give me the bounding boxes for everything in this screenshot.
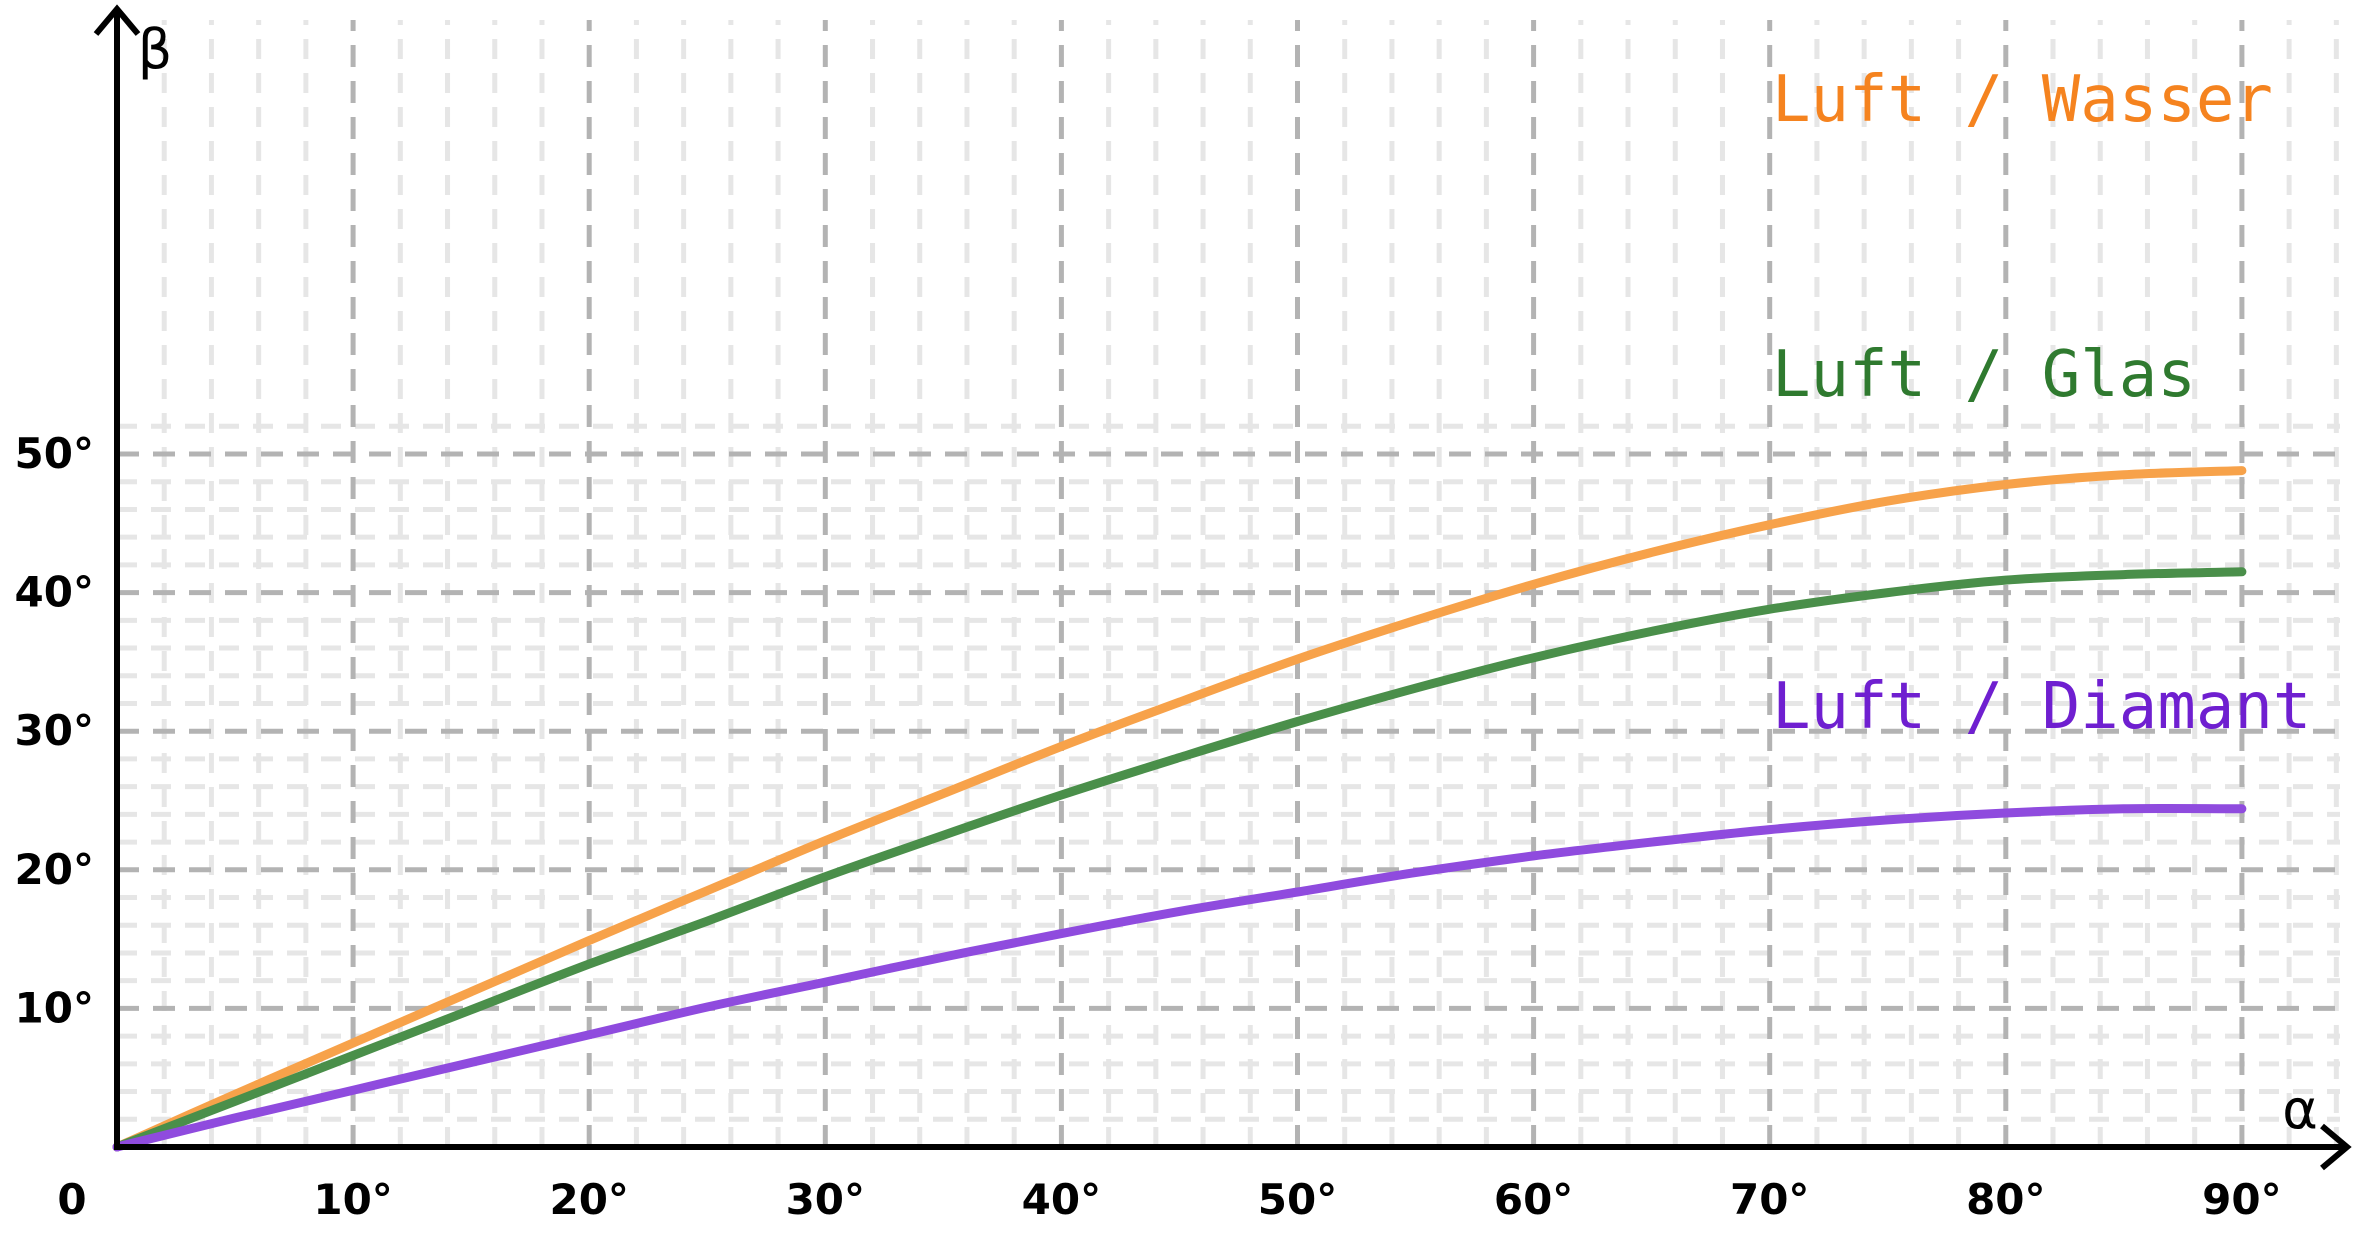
major-grid [117,20,2340,1147]
x-tick-label: 70° [1730,1175,1809,1224]
x-tick-label: 60° [1494,1175,1573,1224]
x-tick-label: 10° [313,1175,392,1224]
x-axis-arrow-icon [2320,1123,2352,1171]
series-label-luft-wasser: Luft / Wasser [1772,63,2273,137]
x-tick-label: 50° [1258,1175,1337,1224]
series-line-luft-glas [112,567,2247,1152]
y-axis-title: β [138,18,172,81]
y-tick-label: 50° [15,429,94,478]
series-labels: Luft / Wasser Luft / Glas Luft / Diamant [1772,63,2311,744]
y-axis-arrow-icon [93,4,141,36]
x-tick-label: 80° [1966,1175,2045,1224]
y-tick-label: 40° [15,568,94,617]
x-tick-label: 90° [2202,1175,2281,1224]
series-line-luft-diamant [112,803,2247,1152]
x-tick-label: 20° [549,1175,628,1224]
series-label-luft-glas: Luft / Glas [1772,338,2196,412]
series-line-luft-wasser [112,466,2247,1152]
x-tick-label: 40° [1022,1175,1101,1224]
y-tick-label: 20° [15,845,94,894]
y-tick-label: 30° [15,706,94,755]
series-label-luft-diamant: Luft / Diamant [1772,670,2311,744]
x-axis-title: α [2282,1078,2318,1141]
axes [93,4,2352,1171]
y-tick-label: 10° [15,983,94,1032]
origin-label: 0 [57,1175,86,1224]
tick-labels: 10° 20° 30° 40° 50° 60° 70° 80° 90° 10° 20° 30° 40° 5… [15,429,2282,1224]
x-tick-label: 30° [786,1175,865,1224]
minor-grid [117,20,2340,1147]
series-lines [112,466,2247,1152]
